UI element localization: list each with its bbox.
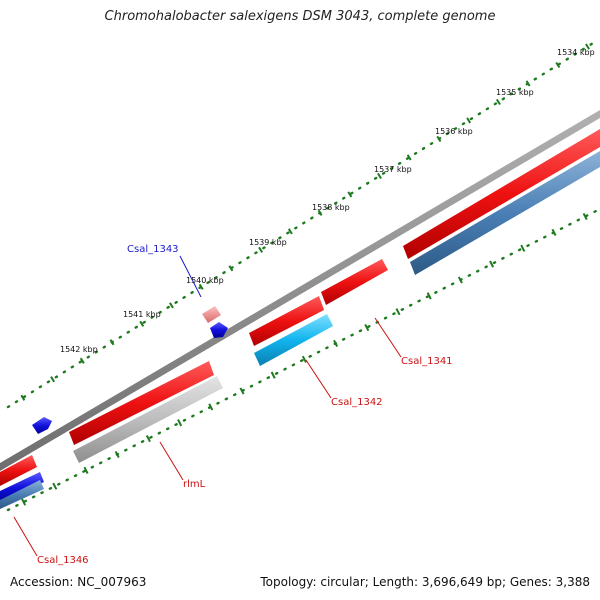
outer-ruler [6,38,600,409]
ruler-label-1538-kbp: 1538 kbp [312,203,350,212]
ruler-label-1542-kbp: 1542 kbp [60,345,98,354]
outer-ruler-tick-19 [585,43,590,50]
inner-ruler-tick-5 [177,419,183,427]
outer-ruler-tick-16 [495,98,501,106]
inner-ruler-tick-7 [239,387,245,395]
outer-ruler-tick-5 [169,302,174,309]
gene-rlml-grey [73,376,223,463]
outer-ruler-tick-10 [317,209,323,216]
inner-ruler-tick-18 [582,212,588,221]
leader-rlml [159,441,184,481]
gene-blue-left-arrow [32,417,52,434]
ruler-label-1539-kbp: 1539 kbp [249,238,287,247]
gene-csal-1346-steel [0,480,44,509]
leader-csal-1346 [13,516,38,557]
outer-ruler-tick-14 [436,135,442,143]
inner-ruler [6,208,600,512]
inner-ruler-ticks [21,212,588,506]
leader-csal-1342 [305,359,332,399]
leader-csal-1343 [179,255,202,298]
outer-ruler-tick-13 [406,154,412,161]
outer-ruler-tick-3 [109,339,115,346]
feature-csal-1343-pink [202,306,221,323]
outer-ruler-ticks [20,43,590,401]
inner-ruler-tick-6 [208,403,214,411]
outer-ruler-tick-15 [466,117,472,124]
outer-ruler-dots [6,38,600,409]
gene-steelblue-right [410,151,600,275]
accession-text: Accession: NC_007963 [10,575,147,589]
gene-csal-1341-red [321,259,388,305]
outer-ruler-tick-12 [377,172,382,180]
outer-ruler-tick-17 [525,80,531,87]
inner-ruler-tick-1 [52,482,58,490]
gene-csal-1343-arrow [210,322,228,338]
inner-ruler-tick-0 [21,498,27,506]
inner-ruler-tick-9 [301,355,307,363]
genome-backbone [0,110,600,471]
leader-csal-1341 [374,317,402,358]
ruler-label-1534-kbp: 1534 kbp [557,48,595,57]
inner-ruler-tick-15 [489,260,495,268]
inner-ruler-tick-16 [520,244,526,252]
gene-label-csal-1342: Csal_1342 [331,397,383,408]
gene-label-csal-1343: Csal_1343 [127,244,179,255]
outer-ruler-tick-1 [50,376,56,383]
outer-ruler-tick-2 [79,357,85,364]
gene-label-csal-1346: Csal_1346 [37,555,89,566]
outer-ruler-tick-8 [258,246,264,253]
figure-title: Chromohalobacter salexigens DSM 3043, co… [104,9,496,24]
outer-ruler-tick-0 [20,394,26,401]
gene-red-rlml-upper [69,361,214,445]
outer-ruler-tick-18 [555,61,561,69]
ruler-label-1535-kbp: 1535 kbp [496,88,534,97]
inner-ruler-tick-4 [145,435,151,443]
outer-ruler-tick-9 [287,228,293,235]
inner-ruler-tick-2 [83,466,89,474]
genome-summary-text: Topology: circular; Length: 3,696,649 bp… [260,575,590,589]
inner-ruler-tick-12 [395,308,401,316]
outer-ruler-tick-6 [198,283,204,290]
gene-label-csal-1341: Csal_1341 [401,356,453,367]
gene-red-top-right [403,129,600,259]
inner-ruler-tick-10 [333,339,339,348]
inner-ruler-tick-14 [457,276,463,284]
inner-ruler-tick-8 [270,371,276,379]
ruler-label-1536-kbp: 1536 kbp [435,127,473,136]
gene-csal-1342-cyan [254,314,333,366]
inner-ruler-tick-17 [551,228,557,236]
ruler-label-1537-kbp: 1537 kbp [374,165,412,174]
gene-label-rlml: rlmL [183,479,206,490]
ruler-label-1541-kbp: 1541 kbp [123,310,161,319]
inner-ruler-tick-11 [364,323,370,332]
outer-ruler-tick-7 [228,265,234,272]
gene-red-1540 [249,296,324,346]
inner-ruler-dots [6,208,600,512]
outer-ruler-tick-11 [347,191,353,198]
inner-ruler-tick-3 [114,450,120,459]
gene-red-left [0,455,37,486]
ruler-label-1540-kbp: 1540 kbp [186,276,224,285]
outer-ruler-tick-4 [139,320,145,327]
inner-ruler-tick-13 [426,292,432,300]
